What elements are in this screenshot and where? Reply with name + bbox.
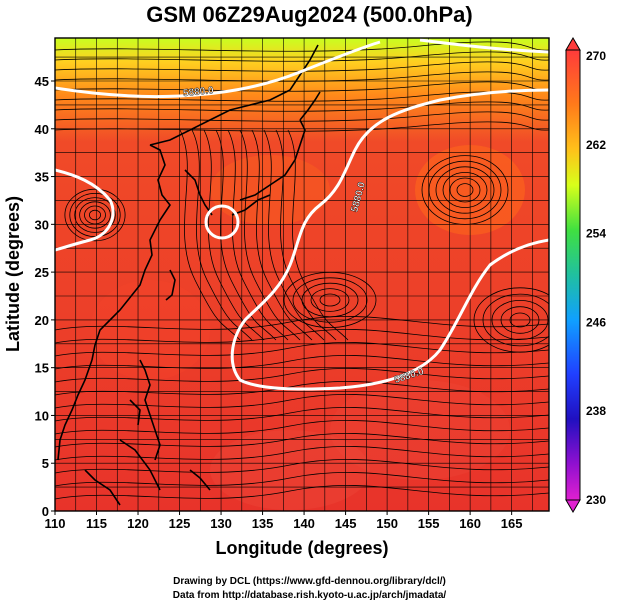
streamline	[275, 129, 337, 341]
streamline	[55, 354, 549, 370]
streamline	[482, 293, 549, 347]
y-tick-label: 20	[35, 313, 49, 328]
colorbar-bottom-triangle	[565, 499, 581, 513]
colorbar-tick-label: 238	[586, 404, 606, 418]
plot-frame	[54, 37, 550, 512]
streamline	[84, 205, 106, 225]
credit-dcl: Drawing by DCL (https://www.gfd-dennou.o…	[173, 576, 446, 587]
streamline	[55, 81, 549, 92]
x-tick-label: 115	[86, 516, 107, 531]
streamline	[251, 129, 313, 341]
credit-data-source: Data from http://database.rish.kyoto-u.a…	[172, 590, 447, 601]
y-tick-label: 25	[35, 265, 49, 280]
colorbar-tick-label: 270	[586, 49, 606, 63]
y-axis-ticks: 0 5 10 15 20 25 30 35 40 45	[35, 74, 55, 519]
streamline	[456, 183, 474, 197]
colorbar-tick-label: 230	[586, 493, 606, 507]
streamline	[491, 300, 549, 340]
x-tick-label: 125	[169, 516, 191, 531]
streamline	[55, 71, 549, 82]
colorbar-tick-label: 262	[586, 138, 606, 152]
streamline	[203, 129, 265, 341]
streamline	[55, 328, 549, 344]
streamline	[55, 341, 549, 357]
streamline	[55, 484, 549, 500]
streamline	[215, 129, 277, 341]
streamline	[509, 312, 531, 328]
x-tick-label: 120	[127, 516, 149, 531]
streamline	[428, 160, 502, 220]
x-tick-label: 155	[418, 516, 440, 531]
streamline	[55, 419, 549, 435]
streamline	[89, 209, 102, 221]
y-tick-label: 10	[35, 408, 49, 423]
y-tick-label: 30	[35, 217, 49, 232]
streamline	[55, 471, 549, 487]
streamline	[500, 306, 540, 334]
streamline	[55, 315, 549, 331]
streamline	[64, 188, 126, 242]
x-tick-label: 130	[210, 516, 232, 531]
streamline	[55, 406, 549, 422]
streamline	[442, 172, 488, 208]
streamline	[473, 287, 549, 353]
y-tick-label: 35	[35, 170, 49, 185]
x-tick-label: 135	[252, 516, 274, 531]
x-axis-label: Longitude (degrees)	[215, 538, 388, 558]
y-tick-label: 0	[42, 504, 49, 519]
streamline	[301, 282, 359, 318]
streamline	[179, 129, 241, 341]
x-tick-label: 110	[45, 516, 66, 531]
y-tick-label: 5	[42, 456, 49, 471]
streamline	[449, 177, 481, 203]
colorbar: 270 262 254 246 238 230	[565, 37, 606, 513]
streamline	[74, 197, 116, 233]
streamline	[55, 458, 549, 474]
map-title: GSM 06Z29Aug2024 (500.0hPa)	[146, 2, 473, 27]
streamline	[55, 393, 549, 409]
streamline	[435, 166, 495, 214]
streamline	[55, 367, 549, 383]
streamline	[191, 129, 253, 341]
x-tick-label: 165	[501, 516, 523, 531]
y-tick-label: 15	[35, 361, 49, 376]
contour-5880	[55, 38, 549, 391]
x-axis-ticks: 110 115 120 125 130 135 140 145 150 155 160 165	[45, 511, 523, 531]
streamline	[55, 121, 549, 132]
streamline	[55, 41, 549, 52]
streamline	[310, 288, 350, 312]
y-tick-label: 40	[35, 122, 49, 137]
streamline	[55, 432, 549, 448]
streamline	[55, 445, 549, 461]
colorbar-tick-label: 246	[586, 315, 606, 329]
colorbar-tick-label: 254	[586, 227, 606, 241]
streamline	[79, 201, 111, 229]
streamline	[227, 129, 289, 341]
y-axis-label: Latitude (degrees)	[3, 196, 23, 352]
streamline	[287, 129, 349, 341]
contour-label: 5880.0	[183, 85, 215, 99]
x-tick-label: 145	[335, 516, 357, 531]
streamline	[69, 193, 121, 237]
streamline	[55, 101, 549, 112]
x-tick-label: 160	[459, 516, 481, 531]
x-tick-label: 150	[376, 516, 398, 531]
colorbar-top-triangle	[565, 37, 581, 51]
streamlines	[55, 41, 549, 500]
streamline	[55, 91, 549, 102]
streamline	[55, 380, 549, 396]
streamline	[421, 155, 509, 225]
streamline	[239, 129, 301, 341]
streamline	[263, 129, 325, 341]
streamline	[319, 293, 341, 307]
streamline	[55, 61, 549, 72]
y-tick-label: 45	[35, 74, 49, 89]
colorbar-bar	[565, 49, 581, 501]
x-tick-label: 140	[293, 516, 315, 531]
streamline	[55, 51, 549, 62]
